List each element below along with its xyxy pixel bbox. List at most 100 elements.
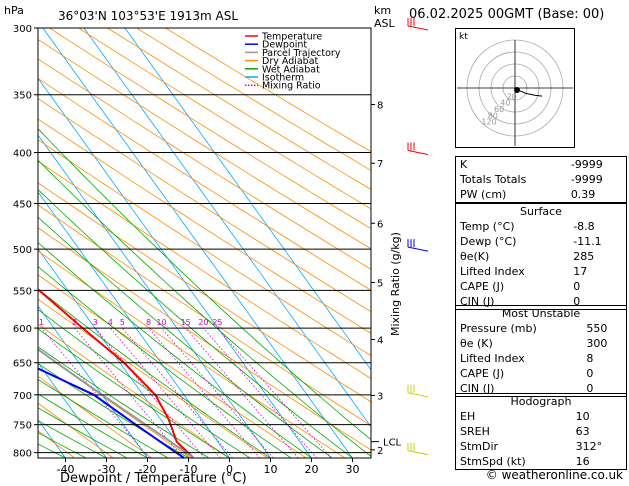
mixing-ratio-tick-label: 15	[181, 318, 191, 327]
wet-adiabat-line	[38, 328, 230, 458]
stat-row: PW (cm) 0.39	[456, 187, 626, 202]
isotherm-line	[38, 419, 66, 458]
mixing-ratio-tick-label: 8	[146, 318, 151, 327]
dry-adiabat-line	[38, 430, 75, 458]
temperature-tick-label: 30	[346, 463, 360, 476]
stat-label: K	[460, 158, 468, 171]
km-tick-label: 3	[377, 391, 383, 402]
hodograph-ring-label: 60	[494, 105, 504, 114]
dry-adiabat-line	[107, 28, 371, 190]
stat-label: StmDir	[460, 440, 499, 453]
section-title: Hodograph	[510, 395, 572, 408]
mixing-ratio-tick-label: 4	[108, 318, 113, 327]
legend-entry: Wet Adiabat	[262, 64, 320, 75]
mixing-ratio-line	[148, 327, 261, 458]
stat-label: SREH	[460, 425, 490, 438]
isotherm-line	[38, 362, 107, 458]
hodograph-ring-label: 40	[500, 99, 510, 108]
stat-value: -8.8	[573, 220, 595, 233]
stat-value: 0	[586, 367, 594, 380]
mixing-ratio-line	[185, 327, 299, 458]
temperature-tick-label: 20	[305, 463, 319, 476]
isotherm-line	[83, 28, 371, 428]
stat-row: CIN (J) 0	[456, 381, 626, 396]
pressure-tick-label: 300	[13, 24, 32, 35]
wet-adiabat-line	[38, 443, 66, 458]
stat-label: EH	[460, 410, 476, 423]
panel-section-header: Surface	[456, 204, 626, 219]
skewt-diagram: 1 2 3 4 5 8 10 15 20 25 3003504004505005506006507…	[4, 4, 429, 486]
km-tick-label: 7	[377, 159, 383, 170]
wet-adiabat-line	[38, 407, 128, 458]
dry-adiabat-line	[165, 28, 371, 153]
dry-adiabat-line	[136, 28, 371, 171]
pressure-tick-label: 500	[13, 245, 32, 256]
dry-adiabat-line	[38, 139, 371, 357]
stat-value: -9999	[570, 173, 603, 186]
surface-table: Surface Temp (°C) -8.8 Dewp (°C) -11.1 θe(K) 2…	[456, 204, 626, 309]
panel-section-header: Hodograph	[456, 394, 626, 409]
wind-barb	[407, 246, 429, 252]
stat-value: 10	[575, 410, 590, 423]
legend-entry: Mixing Ratio	[262, 81, 321, 92]
temperature-tick-label: 10	[264, 463, 278, 476]
dry-adiabat-line	[38, 78, 371, 291]
wet-adiabat-line	[38, 189, 353, 458]
pressure-tick-label: 400	[13, 149, 32, 160]
stat-label: Totals Totals	[460, 173, 527, 186]
wet-adiabat-line	[38, 216, 333, 458]
isotherm-line	[38, 134, 271, 458]
temperature-tick-label: -30	[98, 463, 116, 476]
legend-entry: Dry Adiabat	[262, 56, 319, 67]
dry-adiabat-line	[38, 402, 114, 458]
mixing-ratio-axis-label: Mixing Ratio (g/kg)	[389, 232, 402, 336]
mixing-ratio-line	[109, 327, 221, 458]
mixing-ratio-line	[161, 327, 274, 458]
isotherm-line	[124, 28, 371, 371]
pressure-tick-label: 350	[13, 91, 32, 102]
stat-row: CIN (J) 0	[456, 294, 626, 309]
stat-label: CAPE (J)	[460, 280, 505, 293]
stat-row: CAPE (J) 0	[456, 366, 626, 381]
stat-value: 17	[573, 265, 588, 278]
stat-label: StmSpd (kt)	[460, 455, 526, 468]
wet-adiabat-line	[38, 128, 371, 441]
stat-row: Dewp (°C) -11.1	[456, 234, 626, 249]
dry-adiabat-line	[49, 28, 371, 230]
isotherm-line	[38, 248, 189, 458]
stat-row: CAPE (J) 0	[456, 279, 626, 294]
hodograph-ring-label: 120	[481, 118, 496, 127]
pressure-unit-label: hPa	[4, 4, 24, 17]
hodograph-ring-label: 20	[507, 92, 517, 101]
stat-label: θe(K)	[460, 250, 490, 263]
dry-adiabat-line	[38, 204, 371, 427]
stat-value: 0	[573, 295, 581, 308]
stat-value: 63	[575, 425, 590, 438]
isotherm-line	[38, 191, 230, 458]
pressure-tick-label: 450	[13, 200, 32, 211]
series-line-parcel-trajectory	[38, 348, 194, 458]
stat-value: 0	[586, 382, 594, 395]
temperature-tick-label: -20	[139, 463, 157, 476]
legend-entry: Temperature	[261, 32, 322, 43]
stat-row: StmDir 312°	[456, 439, 626, 454]
stat-value: 8	[586, 352, 594, 365]
dry-adiabat-line	[38, 97, 371, 313]
stat-value: 300	[586, 337, 608, 350]
pressure-tick-label: 600	[13, 324, 32, 335]
mixing-ratio-tick-label: 1	[39, 318, 44, 327]
surface-panel: Surface Temp (°C) -8.8 Dewp (°C) -11.1 θe(K) 2…	[455, 203, 627, 310]
stat-row: StmSpd (kt) 16	[456, 454, 626, 469]
hodograph-unit-label: kt	[459, 32, 468, 42]
pressure-tick-label: 650	[13, 359, 32, 370]
wind-barb	[407, 150, 429, 156]
wet-adiabat-line	[38, 159, 371, 457]
mixing-ratio-line	[203, 327, 317, 458]
stat-row: Lifted Index 17	[456, 264, 626, 279]
stat-value: -11.1	[573, 235, 602, 248]
lcl-label: LCL	[383, 438, 402, 449]
indices-panel: K -9999 Totals Totals -9999 PW (cm) 0.39	[455, 156, 627, 203]
location-title: 36°03'N 103°53'E 1913m ASL	[58, 9, 238, 23]
most-unstable-panel: Most Unstable Pressure (mb) 550 θe (K) 300 Li…	[455, 305, 627, 397]
